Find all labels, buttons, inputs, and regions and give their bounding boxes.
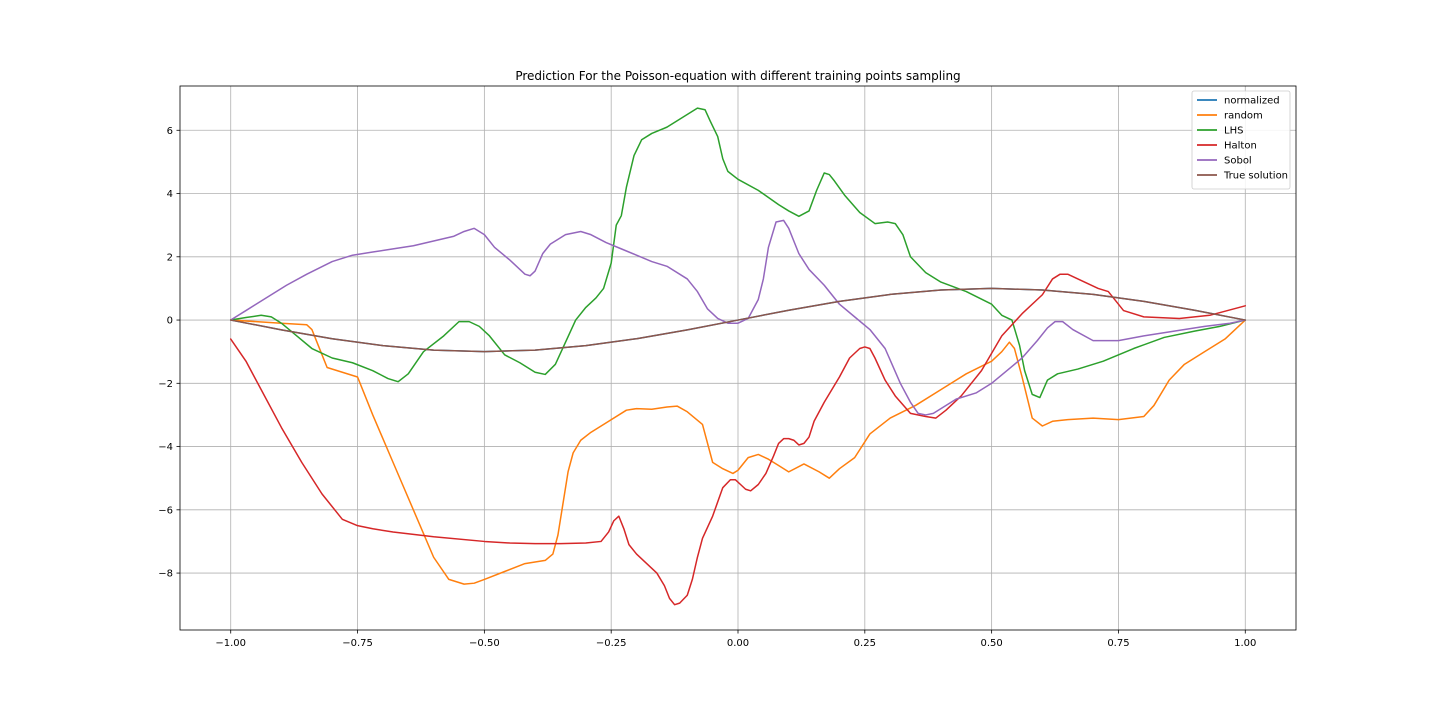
x-tick-label: 0.50: [981, 638, 1003, 649]
y-tick-label: 6: [167, 126, 173, 137]
x-tick-label: 1.00: [1234, 638, 1256, 649]
legend: normalized random LHS Halton Sobol True solut…: [1191, 90, 1291, 190]
y-tick-label: 4: [167, 189, 173, 200]
y-tick-label: −6: [158, 505, 173, 516]
legend-label: random: [1224, 111, 1263, 122]
x-axis: −1.00 −0.75 −0.50 −0.25 0.00 0.25 0.50 0.75 1.00: [215, 630, 1256, 649]
x-tick-label: 0.25: [854, 638, 876, 649]
y-tick-label: 2: [167, 252, 173, 263]
legend-label: LHS: [1224, 126, 1243, 137]
x-tick-label: 0.75: [1107, 638, 1129, 649]
legend-label: Sobol: [1224, 156, 1252, 167]
legend-label: True solution: [1223, 171, 1288, 182]
series-line-random: [229, 319, 1247, 585]
x-tick-label: −0.75: [342, 638, 373, 649]
y-axis: −8 −6 −4 −2 0 2 4 6: [158, 126, 180, 580]
x-tick-label: 0.00: [727, 638, 749, 649]
x-tick-label: −0.50: [469, 638, 500, 649]
y-tick-label: −2: [158, 379, 173, 390]
grid: [180, 86, 1296, 630]
x-tick-label: −1.00: [215, 638, 246, 649]
series-line-halton: [229, 273, 1247, 606]
y-tick-label: −8: [158, 569, 173, 580]
y-tick-label: −4: [158, 442, 173, 453]
legend-label: Halton: [1224, 141, 1257, 152]
y-tick-label: 0: [167, 316, 173, 327]
chart-title: Prediction For the Poisson-equation with…: [515, 69, 960, 83]
x-tick-label: −0.25: [596, 638, 627, 649]
series-layer: [229, 107, 1247, 606]
legend-label: normalized: [1224, 96, 1280, 107]
series-line-true-solution: [229, 287, 1247, 353]
series-line-sobol: [229, 219, 1247, 416]
